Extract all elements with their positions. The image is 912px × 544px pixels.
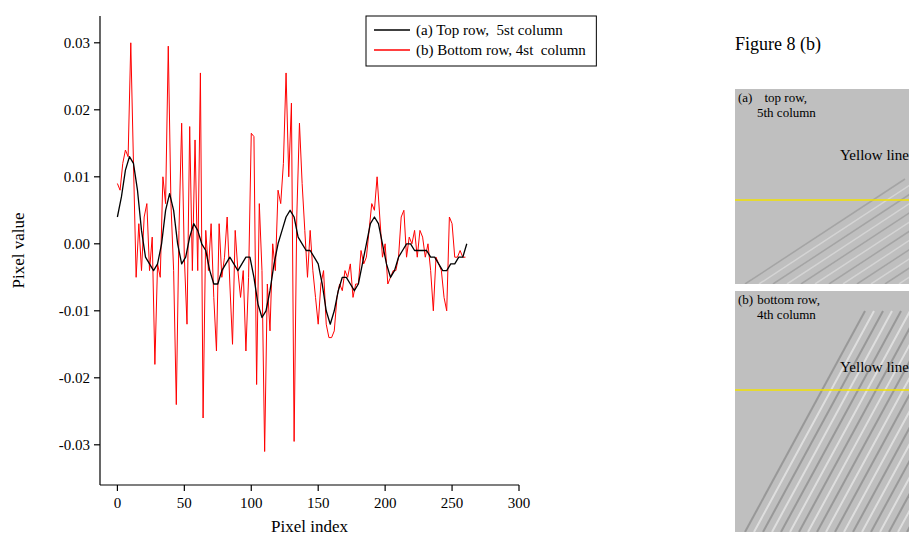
image-background [735, 89, 909, 284]
image-stripe [880, 311, 909, 532]
image-letter: (b) [738, 292, 753, 307]
image-stripe [871, 179, 909, 284]
image-stripe [844, 311, 909, 532]
y-axis-line [99, 16, 100, 485]
legend-box [366, 16, 596, 66]
image-stripe [871, 311, 909, 532]
image-letter: (a) [738, 90, 752, 105]
y-tick [94, 243, 100, 244]
image-stripe [781, 311, 901, 532]
image-stripe [790, 311, 909, 532]
image-caption: 5th column [757, 105, 816, 120]
x-tick-label: 150 [307, 495, 330, 511]
yellow-line [735, 389, 909, 391]
x-tick-label: 200 [374, 495, 397, 511]
x-tick [184, 485, 185, 491]
x-tick-label: 100 [240, 495, 263, 511]
x-tick-label: 50 [177, 495, 192, 511]
x-tick-label: 0 [114, 495, 122, 511]
image-stripe [808, 311, 909, 532]
image-stripe [898, 311, 909, 532]
image-panel: (a) top row,5th column Yellow line [735, 89, 912, 284]
y-tick-label: 0.01 [64, 169, 90, 185]
image-stripe [826, 311, 909, 532]
image-caption: top row, [764, 90, 807, 105]
image-texture [745, 179, 909, 284]
y-tick [94, 109, 100, 110]
y-tick [94, 42, 100, 43]
image-caption: bottom row, [757, 292, 820, 307]
y-tick-label: 0.02 [64, 102, 90, 118]
image-stripe [843, 179, 909, 284]
x-tick [385, 485, 386, 491]
x-tick-label: 250 [441, 495, 464, 511]
image-stripe [772, 311, 892, 532]
image-stripe [907, 311, 909, 532]
image-stripe [773, 179, 909, 284]
y-axis-title: Pixel value [9, 212, 28, 288]
legend-label: (a) Top row, 5st column [416, 22, 563, 39]
image-stripe [763, 311, 883, 532]
x-axis-line [100, 484, 519, 485]
legend: (a) Top row, 5st column (b) Bottom row, 4… [366, 16, 596, 66]
image-stripe [889, 311, 909, 532]
y-tick-label: -0.03 [59, 437, 90, 453]
image-stripe [899, 179, 909, 284]
yellow-line [735, 199, 909, 201]
yellow-line-label: Yellow line [840, 147, 909, 163]
image-stripe [885, 179, 909, 284]
figure-title: Figure 8 (b) [735, 34, 821, 55]
image-stripe [745, 311, 865, 532]
image-stripe [759, 179, 909, 284]
yellow-line-label: Yellow line [840, 359, 909, 375]
image-stripe [801, 179, 909, 284]
y-tick-label: 0.03 [64, 35, 90, 51]
image-panel: (b) bottom row,4th column Yellow line [735, 291, 912, 532]
legend-swatch [374, 49, 410, 50]
y-tick [94, 310, 100, 311]
x-tick [451, 485, 452, 491]
x-tick [117, 485, 118, 491]
figure: -0.03 -0.02 -0.01 0.00 0.01 0.02 0.03 0 50 100 150… [0, 0, 912, 544]
y-tick [94, 444, 100, 445]
x-tick-label: 300 [508, 495, 531, 511]
y-tick-label: -0.01 [59, 303, 90, 319]
x-tick [318, 485, 319, 491]
y-tick-label: -0.02 [59, 370, 90, 386]
y-tick-label: 0.00 [64, 236, 90, 252]
legend-swatch [374, 29, 410, 30]
image-caption: 4th column [757, 307, 816, 322]
image-stripe [787, 179, 909, 284]
image-stripe [862, 311, 909, 532]
x-axis-title: Pixel index [271, 517, 348, 536]
image-stripe [829, 179, 909, 284]
image-stripe [857, 179, 909, 284]
x-tick [251, 485, 252, 491]
series-line [117, 157, 466, 325]
legend-label: (b) Bottom row, 4st column [416, 42, 586, 59]
image-stripe [754, 311, 874, 532]
x-tick [518, 485, 519, 491]
image-texture [745, 311, 909, 532]
y-tick [94, 176, 100, 177]
y-tick [94, 377, 100, 378]
plot-area [117, 43, 466, 452]
